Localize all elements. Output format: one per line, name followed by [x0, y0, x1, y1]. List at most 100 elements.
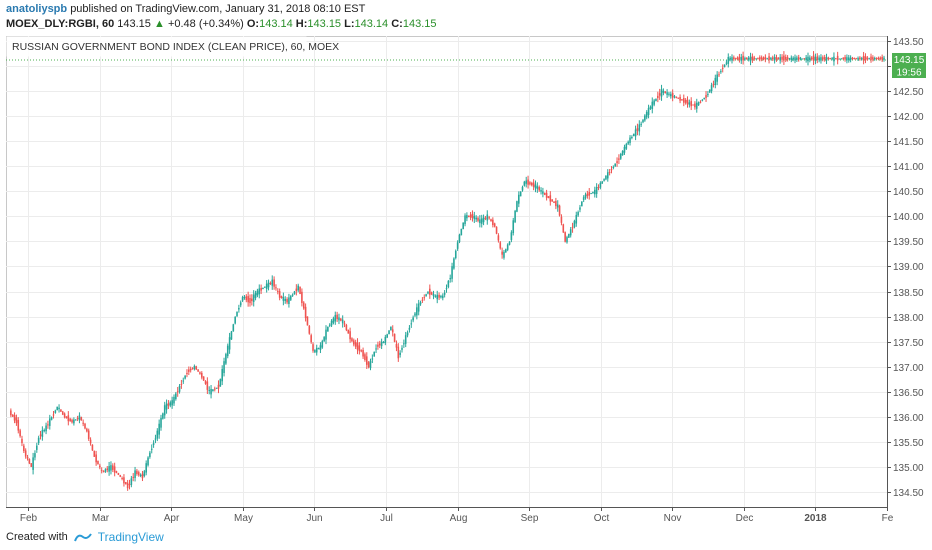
candle-body	[872, 57, 874, 60]
candle-body	[647, 108, 650, 116]
candle-body	[76, 417, 79, 419]
candle-body	[777, 57, 780, 59]
candle-body	[649, 106, 652, 109]
candle-body	[835, 58, 837, 60]
candle-body	[171, 400, 173, 406]
candle-body	[634, 129, 637, 137]
candle-body	[684, 99, 687, 103]
candle-body	[873, 57, 876, 60]
candle-body	[306, 316, 309, 326]
x-tick-label: Nov	[664, 513, 682, 524]
candle-body	[471, 213, 474, 218]
y-tick-label: 137.00	[893, 363, 924, 374]
candle-body	[100, 469, 103, 471]
candle-body	[796, 57, 798, 60]
candle-body	[15, 417, 18, 424]
candle-body	[816, 56, 819, 60]
candle-body	[297, 285, 299, 291]
candle-body	[540, 190, 542, 192]
candle-body	[736, 57, 739, 60]
candle-body	[510, 232, 513, 240]
candle-body	[349, 331, 351, 340]
candle-body	[792, 57, 794, 60]
candle-body	[853, 58, 856, 60]
author-link[interactable]: anatoliyspb	[6, 3, 68, 15]
candle-body	[758, 57, 761, 60]
candle-body	[527, 179, 529, 185]
candle-body	[113, 466, 116, 473]
candle-body	[30, 463, 33, 467]
candle-body	[829, 58, 832, 60]
candle-body	[390, 326, 392, 331]
candle-body	[484, 217, 487, 219]
candle-body	[245, 296, 248, 301]
candle-body	[562, 224, 565, 233]
tradingview-brand-link[interactable]: TradingView	[97, 530, 164, 544]
candle-body	[530, 183, 533, 186]
candle-body	[58, 407, 60, 410]
candle-body	[416, 307, 418, 316]
candle-body	[115, 471, 118, 473]
candle-body	[375, 348, 377, 350]
candle-body	[477, 217, 479, 221]
candle-body	[590, 193, 592, 195]
y-tick-label: 139.50	[893, 237, 924, 248]
candle-body	[480, 218, 483, 224]
candle-body	[747, 57, 750, 60]
candle-body	[178, 385, 181, 392]
candle-body	[343, 323, 346, 325]
candle-body	[36, 445, 38, 450]
candle-body	[512, 220, 515, 234]
candle-body	[857, 57, 859, 60]
candle-body	[445, 288, 448, 290]
candle-body	[301, 291, 303, 304]
candle-body	[371, 358, 374, 360]
candle-body	[154, 438, 157, 440]
candle-body	[564, 232, 566, 242]
candle-body	[594, 189, 596, 195]
candle-body	[158, 423, 160, 435]
candle-body	[50, 417, 53, 420]
candle-body	[152, 443, 155, 445]
candle-body	[82, 422, 84, 424]
candle-body	[714, 77, 717, 85]
candle-body	[404, 335, 407, 344]
candle-body	[825, 57, 828, 61]
candle-body	[551, 199, 553, 202]
candle-body	[65, 416, 68, 419]
candle-body	[206, 381, 209, 390]
candle-body	[623, 146, 626, 153]
candle-body	[137, 472, 140, 476]
created-with-text: Created with	[6, 531, 68, 543]
candle-body	[112, 465, 114, 470]
candle-body	[553, 201, 555, 203]
candle-body	[130, 478, 133, 485]
candle-body	[128, 484, 131, 486]
candle-body	[406, 332, 409, 336]
time-tag-text: 19:56	[896, 68, 921, 79]
candle-body	[56, 406, 58, 411]
candle-body	[797, 57, 800, 60]
candle-body	[219, 378, 222, 387]
candle-body	[686, 99, 689, 105]
candle-body	[694, 103, 696, 108]
candle-body	[582, 197, 585, 200]
candle-body	[34, 453, 36, 458]
candle-body	[24, 450, 27, 457]
candle-body	[365, 356, 368, 365]
candle-body	[289, 296, 292, 300]
candle-body	[556, 204, 559, 208]
candle-body	[619, 154, 622, 159]
candle-body	[419, 302, 422, 305]
candle-body	[391, 329, 394, 333]
candle-body	[653, 100, 655, 105]
candle-body	[677, 97, 680, 99]
candle-body	[427, 291, 429, 294]
y-tick-label: 142.00	[893, 112, 924, 123]
candle-body	[721, 67, 724, 69]
candle-body	[601, 181, 604, 184]
candle-body	[866, 57, 869, 60]
candle-body	[707, 94, 709, 96]
candle-body	[67, 415, 70, 422]
